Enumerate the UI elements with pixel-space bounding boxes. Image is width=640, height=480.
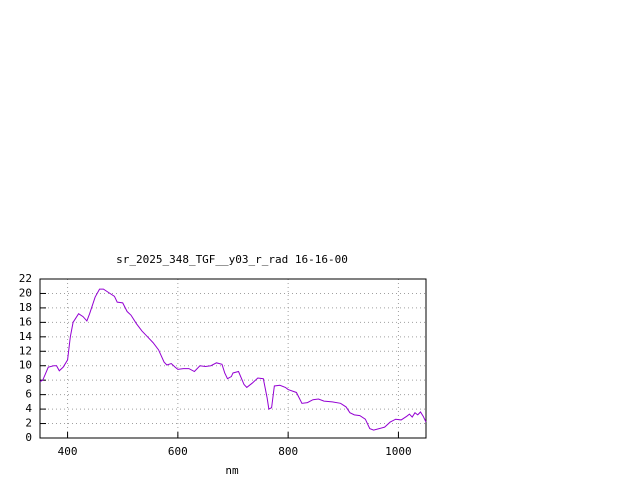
y-tick-label: 6 [25,388,32,401]
x-tick-label: 400 [58,445,78,458]
y-tick-label: 12 [19,344,32,357]
plot-frame [39,278,427,439]
y-tick-label: 4 [25,402,32,415]
y-tick-label: 22 [19,272,32,285]
y-tick-label: 20 [19,286,32,299]
x-tick-label: 800 [278,445,298,458]
chart-title: sr_2025_348_TGF__y03_r_rad 16-16-00 [116,253,348,266]
data-line [39,288,427,431]
y-tick-label: 10 [19,359,32,372]
y-tick-label: 18 [19,301,32,314]
y-tick-label: 14 [19,330,33,343]
y-tick-label: 16 [19,315,32,328]
y-tick-label: 8 [25,373,32,386]
y-tick-label: 0 [25,431,32,444]
x-axis-label: nm [225,464,239,477]
x-tick-label: 600 [168,445,188,458]
x-tick-label: 1000 [385,445,412,458]
y-tick-label: 2 [25,417,32,430]
